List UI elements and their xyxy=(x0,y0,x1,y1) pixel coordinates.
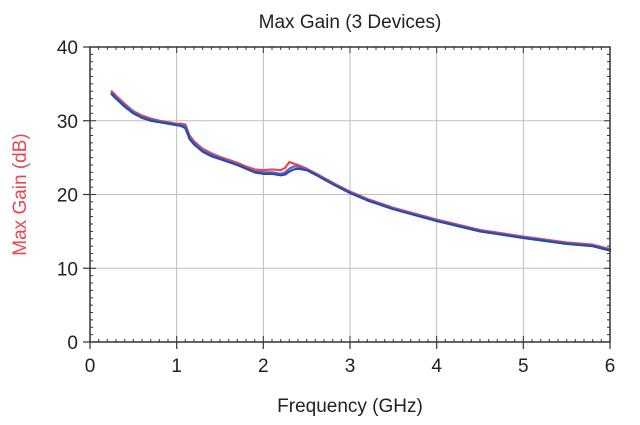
y-tick-label: 0 xyxy=(67,333,78,354)
y-tick-label: 40 xyxy=(57,38,78,59)
series-line-3 xyxy=(110,93,612,252)
y-tick-label: 30 xyxy=(57,112,78,133)
x-tick-label: 2 xyxy=(258,356,269,377)
x-tick-label: 4 xyxy=(431,356,442,377)
series-line-2 xyxy=(110,91,612,251)
y-tick-label: 20 xyxy=(57,186,78,207)
ticks xyxy=(83,46,611,349)
series-layer xyxy=(110,90,612,252)
y-tick-label: 10 xyxy=(57,259,78,280)
x-tick-label: 0 xyxy=(85,356,96,377)
series-line-1 xyxy=(110,90,612,251)
grid xyxy=(90,47,610,342)
x-tick-label: 1 xyxy=(171,356,182,377)
x-tick-label: 5 xyxy=(518,356,529,377)
y-axis-title: Max Gain (dB) xyxy=(10,133,31,255)
x-axis-title: Frequency (GHz) xyxy=(277,396,423,417)
tick-labels: 0 1 2 3 4 5 6 0 10 20 30 40 xyxy=(57,38,615,377)
chart-title: Max Gain (3 Devices) xyxy=(259,12,442,33)
x-tick-label: 6 xyxy=(605,356,616,377)
x-tick-label: 3 xyxy=(345,356,356,377)
